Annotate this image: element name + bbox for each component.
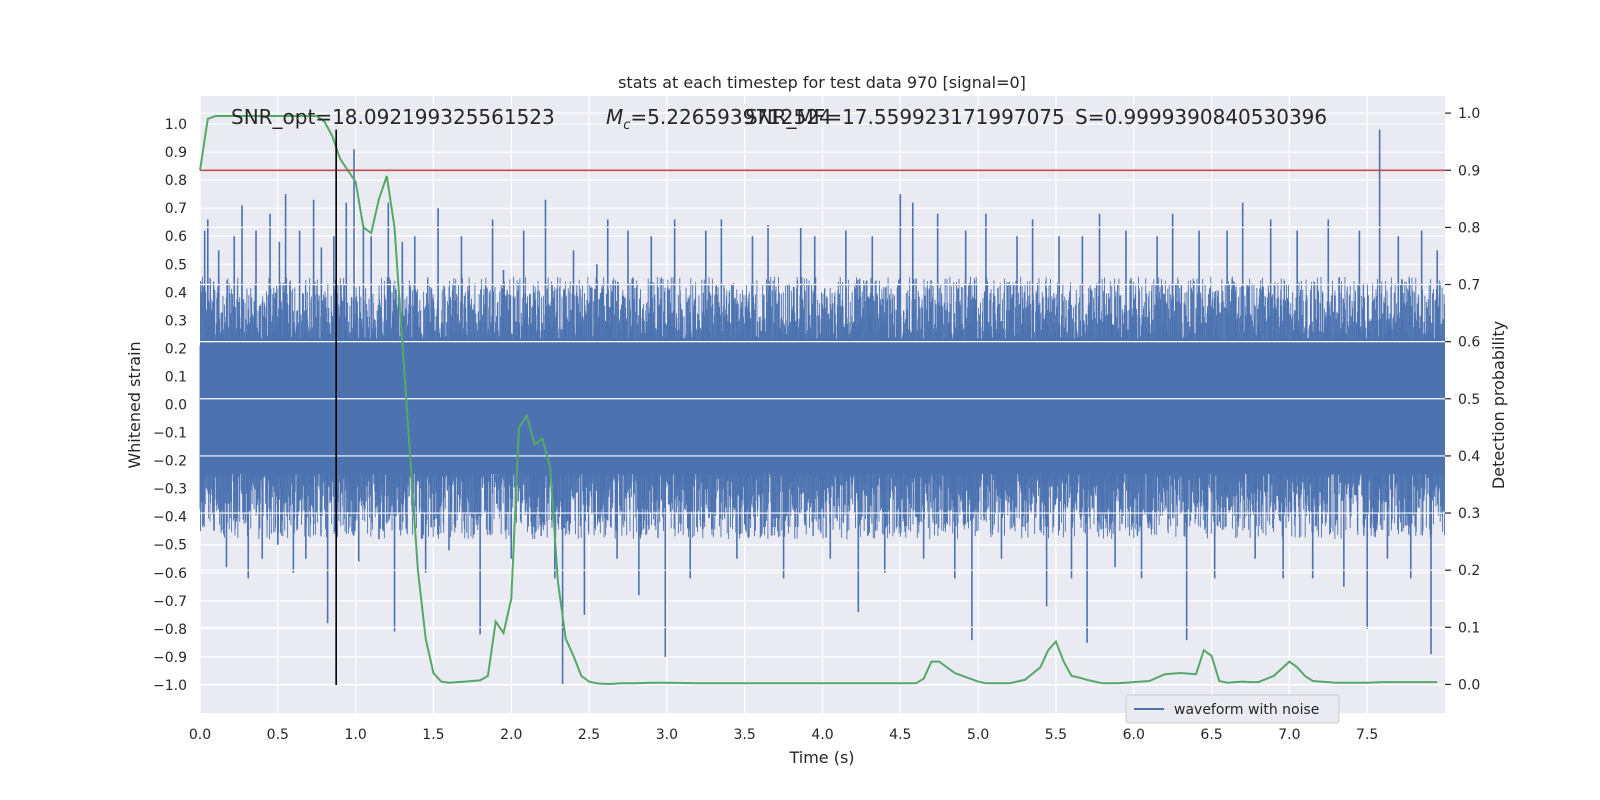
x-tick-label: 5.5	[1045, 727, 1067, 743]
x-ticks: 0.0 0.5 1.0 1.5 2.0 2.5 3.0 3.5 4.0 4.5 5.0 5.5 6.0 6…	[189, 727, 1378, 743]
y-tick-label: 0.8	[165, 173, 187, 189]
y-tick-label: 0.7	[165, 201, 187, 217]
x-tick-label: 3.0	[656, 727, 678, 743]
y-tick-label: 0.3	[165, 313, 187, 329]
x-tick-label: 7.0	[1278, 727, 1300, 743]
x-tick-label: 5.0	[967, 727, 989, 743]
x-tick-label: 3.5	[734, 727, 756, 743]
legend-label: waveform with noise	[1174, 702, 1319, 718]
y2-ticks: 1.0 0.9 0.8 0.7 0.6 0.5 0.4 0.3 0.2 0.1 0.0	[1445, 106, 1480, 693]
markers	[200, 129, 1445, 685]
x-axis-label: Time (s)	[788, 748, 854, 767]
annotation-chirp-mass: Mc=5.2265939712524	[606, 105, 832, 133]
y-tick-label: 0.0	[165, 398, 187, 414]
y-tick-label: 0.5	[165, 257, 187, 273]
x-tick-label: 7.5	[1356, 727, 1378, 743]
annotation-s: S=0.9999390840530396	[1075, 105, 1327, 129]
x-tick-label: 0.0	[189, 727, 211, 743]
y-tick-label: −0.8	[153, 622, 187, 638]
y-tick-label: −0.6	[153, 566, 187, 582]
y-tick-label: 0.9	[165, 145, 187, 161]
y-tick-label: −0.2	[153, 454, 187, 470]
waveform-noise	[199, 276, 1445, 540]
y2-axis-label: Detection probability	[1489, 321, 1508, 489]
y-tick-label: −0.3	[153, 482, 187, 498]
x-tick-label: 0.5	[267, 727, 289, 743]
y-tick-label: 1.0	[165, 117, 187, 133]
x-tick-label: 1.0	[344, 727, 366, 743]
y-tick-label: −0.9	[153, 650, 187, 666]
waveform-series	[199, 129, 1445, 685]
y-tick-label: 0.1	[165, 369, 187, 385]
x-tick-label: 2.0	[500, 727, 522, 743]
y-ticks: 1.0 0.9 0.8 0.7 0.6 0.5 0.4 0.3 0.2 0.1 0.0 −0.1 −0.…	[153, 117, 187, 694]
probability-line	[199, 115, 1438, 685]
x-tick-label: 1.5	[422, 727, 444, 743]
y2-tick-label: 1.0	[1458, 106, 1480, 122]
y2-tick-label: 0.0	[1458, 677, 1480, 693]
legend: waveform with noise	[1125, 694, 1340, 724]
y2-tick-label: 0.7	[1458, 278, 1480, 294]
probability-series	[199, 115, 1438, 685]
y2-tick-label: 0.1	[1458, 620, 1480, 636]
annotation-snr-mf: SNR_MF=17.559923171997075	[745, 105, 1065, 129]
y-tick-label: −0.1	[153, 426, 187, 442]
annotation-snr-opt: SNR_opt=18.092199325561523	[231, 105, 555, 129]
x-tick-label: 4.0	[811, 727, 833, 743]
y2-tick-label: 0.8	[1458, 220, 1480, 236]
legend-box	[1125, 694, 1340, 724]
chart-title: stats at each timestep for test data 970…	[618, 73, 1026, 92]
y2-tick-label: 0.2	[1458, 563, 1480, 579]
y-tick-label: −0.7	[153, 594, 187, 610]
y-axis-label: Whitened strain	[125, 341, 144, 468]
x-tick-label: 6.5	[1200, 727, 1222, 743]
y2-tick-label: 0.9	[1458, 163, 1480, 179]
y-tick-label: −0.4	[153, 510, 187, 526]
x-tick-label: 4.5	[889, 727, 911, 743]
y-tick-label: 0.2	[165, 341, 187, 357]
y2-tick-label: 0.4	[1458, 449, 1480, 465]
y-tick-label: −0.5	[153, 538, 187, 554]
y2-tick-label: 0.6	[1458, 335, 1480, 351]
x-tick-label: 6.0	[1123, 727, 1145, 743]
y-tick-label: −1.0	[153, 678, 187, 694]
x-tick-label: 2.5	[578, 727, 600, 743]
y2-tick-label: 0.3	[1458, 506, 1480, 522]
y2-tick-label: 0.5	[1458, 392, 1480, 408]
y-tick-label: 0.6	[165, 229, 187, 245]
y-tick-label: 0.4	[165, 285, 187, 301]
